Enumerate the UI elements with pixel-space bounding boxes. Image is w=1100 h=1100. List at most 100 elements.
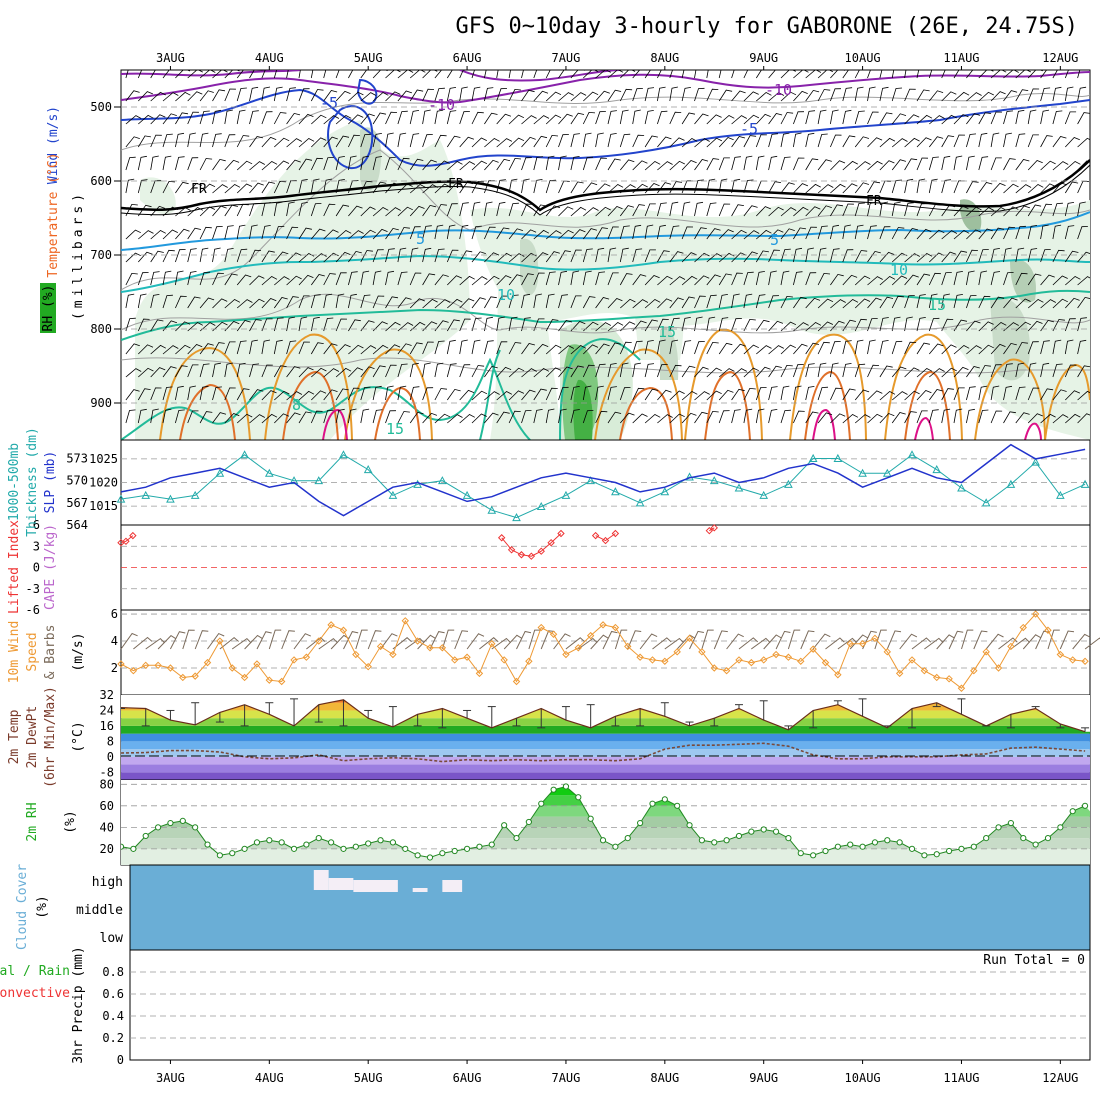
wind-barb (891, 159, 907, 171)
wind-barb (867, 318, 878, 332)
wind-barb (731, 156, 741, 171)
wind-barb (941, 135, 955, 148)
temp-band (121, 718, 1090, 726)
rh-marker (612, 843, 619, 850)
wind-barb (718, 273, 732, 286)
wind-barb (310, 157, 323, 171)
wind-barb (582, 296, 596, 309)
wind-barb (335, 70, 340, 79)
cape-label: CAPE (J/kg) (43, 524, 58, 610)
wind-barb (323, 343, 338, 355)
wind-marker (240, 673, 249, 682)
wind-barb (966, 249, 978, 263)
wind-barb (731, 204, 744, 217)
thickness-marker (462, 490, 472, 499)
wind-barb (360, 320, 375, 332)
wind-barb (904, 202, 914, 217)
surface-wind-barb (417, 634, 436, 650)
wind-barb (854, 414, 871, 424)
wind-barb (274, 160, 290, 171)
wind-barb (187, 322, 203, 332)
wind-barb (409, 158, 424, 171)
contour-label: 15 (386, 420, 404, 438)
wind-marker (413, 637, 422, 645)
wind-barb (360, 270, 370, 286)
rh-tick-label: 80 (100, 777, 114, 791)
wind-marker (339, 626, 348, 634)
wind-barb (459, 224, 469, 240)
li-marker (122, 537, 130, 545)
wind-barb (273, 251, 289, 263)
surface-wind-barb (998, 637, 1018, 650)
wind-barb (1015, 159, 1030, 171)
rh-marker (303, 841, 310, 848)
rh-marker (624, 835, 631, 842)
thickness-markers (116, 450, 1090, 522)
wind-barb (212, 158, 226, 171)
wind-barb (582, 248, 593, 263)
wind-barb (496, 138, 513, 148)
wind-marker (982, 648, 990, 656)
wind-barb (879, 201, 889, 217)
surface-wind-barb (380, 633, 398, 650)
wind-barb (533, 409, 543, 424)
thickness-tick-label: 573 (66, 451, 88, 465)
wind-marker (253, 660, 261, 668)
wind-barb (595, 90, 610, 102)
wind-barb (718, 115, 735, 125)
wind-barb (619, 88, 633, 102)
wind-barb (966, 320, 981, 332)
wind-barb (422, 184, 438, 194)
wind-barb (941, 388, 954, 401)
wind-barb (150, 294, 160, 309)
wind-barb (360, 155, 370, 171)
wind-barb (607, 184, 624, 194)
wind-barb (891, 179, 902, 194)
wind-barb (385, 385, 394, 401)
wind-barb (669, 276, 686, 286)
wind-marker (228, 664, 236, 672)
wind-barb (212, 109, 222, 125)
wind-barb (644, 135, 658, 148)
wind-barb (793, 90, 808, 102)
wind-barb (990, 132, 1000, 148)
wind-barb (805, 322, 822, 332)
wind-marker (945, 675, 953, 683)
wind-barb (348, 387, 360, 401)
surface-wind-barb (664, 637, 685, 650)
wind-barb (768, 295, 780, 309)
rh-marker (426, 854, 434, 861)
wind-barb (583, 207, 599, 217)
pressure-tick-label: 700 (90, 248, 112, 262)
wind-barb (694, 275, 710, 286)
wind-barb (743, 293, 753, 309)
rh-marker (229, 850, 236, 857)
wind-barb (1015, 362, 1025, 378)
wind-barb (372, 409, 383, 424)
wind-barb (261, 181, 275, 194)
wind-barb (286, 275, 302, 286)
wind-barb (212, 184, 228, 194)
wind-barb (854, 363, 866, 378)
wind-marker (722, 667, 731, 675)
wind-barb (607, 133, 617, 148)
wind-barb (694, 179, 704, 194)
wind-barb (1065, 390, 1081, 401)
surface-wind-barb (565, 637, 586, 650)
wind-barb (409, 411, 424, 424)
wind-barb (595, 410, 608, 424)
wind-barb (891, 366, 907, 378)
wind-barb (446, 224, 456, 240)
wind-barb (150, 387, 162, 401)
wind-barb (137, 272, 149, 286)
wind-barb (162, 229, 178, 240)
wind-barb (1052, 389, 1067, 401)
wind-barb (1065, 297, 1080, 309)
wind-barb (372, 228, 388, 240)
wind-barb (360, 250, 373, 263)
wind-barb (533, 252, 549, 263)
wind-barb (694, 295, 706, 309)
wind-barb (434, 204, 447, 217)
wind-barb (706, 202, 717, 217)
wind-marker (315, 637, 323, 645)
